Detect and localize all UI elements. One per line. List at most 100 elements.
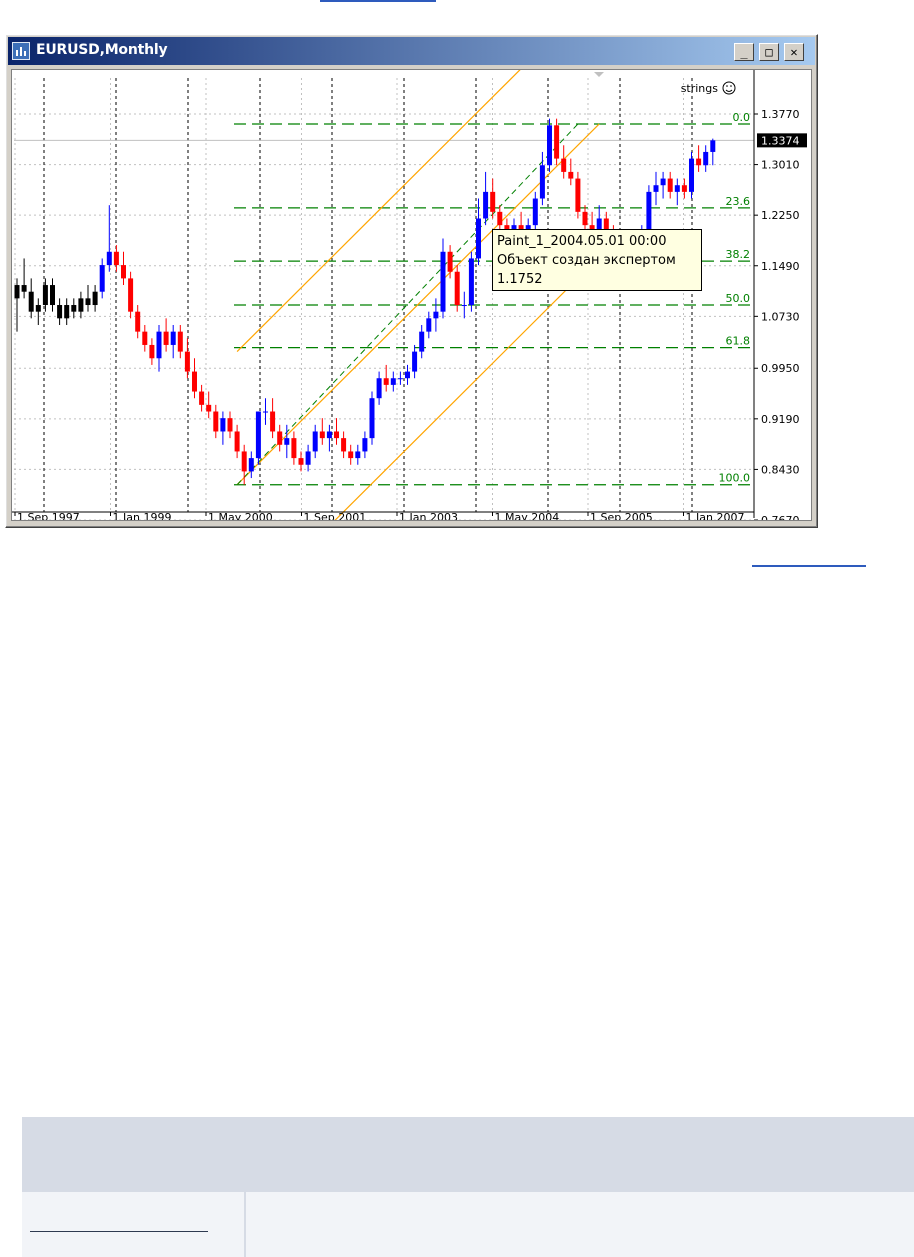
price-tick-label: 0.9190: [761, 413, 800, 426]
close-button[interactable]: ✕: [784, 43, 804, 61]
time-tick-label: 1 Sep 2001: [304, 511, 367, 521]
candle-body: [234, 431, 240, 452]
chart-area[interactable]: 0.0 23.6 38.2 50.0 61.8 100.0 1.3770 1.3010 1.22…: [11, 69, 812, 521]
candle-body: [483, 191, 489, 219]
candle-body: [532, 198, 538, 226]
candle-body: [383, 378, 389, 385]
candle-body: [248, 458, 254, 472]
time-tick-label: 1 Jan 2007: [686, 511, 745, 521]
candle-body: [192, 371, 197, 392]
candle-body: [213, 411, 219, 432]
candle-body: [170, 331, 176, 345]
candle-body: [674, 185, 680, 192]
candle-body: [92, 291, 98, 306]
time-tick-label: 1 Sep 2005: [590, 511, 653, 521]
candle-body: [369, 398, 375, 439]
candle-body: [355, 451, 361, 459]
candle-body: [539, 165, 545, 199]
candle-body: [362, 438, 368, 452]
price-tick-label: 1.3770: [761, 108, 800, 121]
time-tick-label: 1 Sep 1997: [17, 511, 80, 521]
time-tick-label: 1 May 2000: [208, 511, 273, 521]
price-tick-label: 0.8430: [761, 463, 800, 476]
candle-body: [696, 158, 702, 166]
candle-body: [376, 378, 382, 399]
candle-body: [35, 305, 41, 312]
table-cell-link[interactable]: [30, 1231, 208, 1232]
time-tick-label: 1 Jan 1999: [113, 511, 172, 521]
candle-body: [596, 218, 602, 232]
candle-body: [71, 305, 77, 312]
top-link-underline[interactable]: [320, 0, 436, 2]
candle-body: [468, 258, 474, 306]
candle-body: [433, 311, 439, 319]
candle-body: [568, 171, 574, 179]
candle-body: [710, 140, 716, 152]
maximize-button[interactable]: □: [759, 43, 779, 61]
candle-body: [305, 451, 311, 465]
smiley-mouth: [725, 89, 733, 92]
table-header: [22, 1117, 914, 1192]
candle-body: [667, 178, 673, 192]
candle-body: [284, 438, 290, 445]
candle-body: [646, 191, 652, 232]
candle-body: [412, 351, 418, 372]
price-tick-label: 0.7670: [761, 514, 800, 521]
candle-body: [206, 404, 212, 412]
tooltip-object-name: Paint_1_2004.05.01 00:00: [497, 234, 667, 249]
candle-body: [106, 251, 112, 266]
bottom-link-underline[interactable]: [752, 565, 866, 567]
candle-body: [575, 178, 581, 212]
candle-body: [149, 344, 155, 359]
table-row: [22, 1192, 914, 1257]
time-tick-label: 1 Jan 2003: [399, 511, 458, 521]
candle-body: [57, 305, 63, 319]
candle-body: [490, 191, 496, 212]
current-price-label: 1.3374: [761, 134, 800, 147]
candle-body: [156, 331, 162, 359]
price-tick-label: 1.1490: [761, 260, 800, 273]
fibo-level-label: 23.6: [726, 195, 751, 208]
price-tick-label: 0.9950: [761, 362, 800, 375]
candle-body: [291, 438, 297, 459]
smiley-eye: [726, 85, 728, 87]
minimize-button[interactable]: _: [734, 43, 754, 61]
candle-body: [454, 271, 460, 306]
fibo-level-label: 38.2: [726, 248, 751, 261]
candle-body: [113, 251, 119, 266]
candle-body: [199, 391, 205, 405]
candle-body: [163, 331, 169, 345]
price-tick-label: 1.2250: [761, 209, 800, 222]
candle-body: [42, 285, 48, 306]
candle-body: [703, 151, 709, 166]
candle-body: [390, 378, 396, 385]
candle-body: [561, 158, 567, 172]
chart-window: EURUSD,Monthly _ □ ✕ 0.0 23.6 38.2 50.0 61.8…: [5, 34, 818, 528]
candle-body: [476, 218, 481, 259]
candle-body: [177, 331, 183, 352]
price-chart[interactable]: 0.0 23.6 38.2 50.0 61.8 100.0 1.3770 1.3010 1.22…: [12, 70, 812, 521]
candle-body: [461, 305, 467, 307]
candle-body: [603, 218, 609, 239]
candle-body: [64, 305, 70, 319]
candle-body: [78, 298, 84, 312]
candle-body: [135, 311, 141, 332]
candle-body: [85, 298, 91, 306]
candle-body: [653, 185, 659, 192]
candle-body: [405, 371, 410, 379]
candle-body: [21, 285, 27, 292]
candle-body: [128, 278, 134, 312]
candle-body: [689, 158, 694, 192]
fibo-level-label: 100.0: [719, 472, 751, 485]
window-title: EURUSD,Monthly: [36, 42, 168, 58]
candle-body: [220, 418, 226, 432]
fibo-level-label: 0.0: [733, 111, 751, 124]
candle-body: [312, 431, 318, 452]
smiley-icon: [722, 81, 736, 95]
candle-body: [440, 251, 446, 312]
candle-body: [547, 125, 552, 166]
title-bar[interactable]: EURUSD,Monthly _ □ ✕: [8, 37, 815, 65]
price-tick-label: 1.0730: [761, 310, 800, 323]
candle-body: [142, 331, 148, 345]
time-tick-label: 1 May 2004: [495, 511, 560, 521]
